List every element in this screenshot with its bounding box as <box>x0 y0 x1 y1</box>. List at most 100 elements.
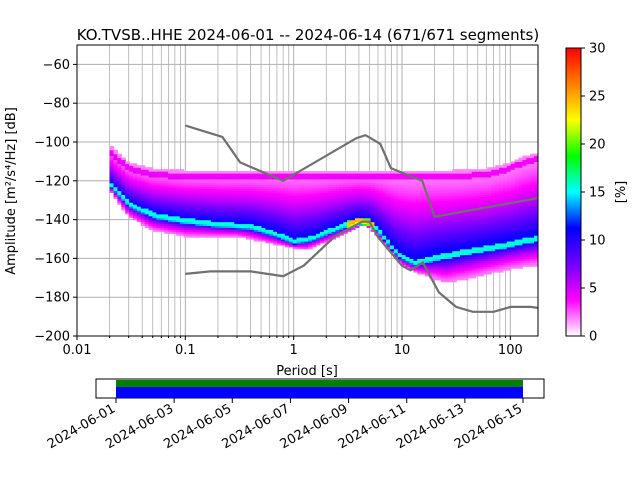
heatmap-cell <box>436 207 442 211</box>
heatmap-cell <box>191 227 196 230</box>
heatmap-cell <box>526 207 531 211</box>
heatmap-cell <box>417 260 422 263</box>
heatmap-cell <box>308 182 313 186</box>
heatmap-cell <box>136 176 142 180</box>
heatmap-cell <box>187 204 192 207</box>
heatmap-cell <box>144 204 150 207</box>
heatmap-cell <box>510 262 516 265</box>
heatmap-cell <box>409 244 414 248</box>
heatmap-cell <box>514 231 520 234</box>
heatmap-cell <box>288 215 294 219</box>
heatmap-cell <box>238 215 243 219</box>
heatmap-cell <box>506 225 512 228</box>
heatmap-cell <box>148 221 154 225</box>
heatmap-cell <box>491 240 496 244</box>
heatmap-cell <box>534 264 538 267</box>
heatmap-cell <box>495 239 500 242</box>
heatmap-cell <box>253 239 259 242</box>
heatmap-cell <box>370 206 376 209</box>
heatmap-cell <box>265 215 270 219</box>
heatmap-cell <box>160 223 165 227</box>
heatmap-cell <box>312 209 317 213</box>
heatmap-cell <box>452 227 457 230</box>
heatmap-cell <box>113 178 119 182</box>
heatmap-cell <box>253 217 259 221</box>
heatmap-cell <box>265 180 270 184</box>
heatmap-cell <box>448 244 453 248</box>
colorbar-tick-label: 15 <box>589 186 606 201</box>
heatmap-cell <box>417 211 422 215</box>
heatmap-cell <box>351 217 356 221</box>
heatmap-cell <box>358 178 364 182</box>
heatmap-cell <box>436 171 442 174</box>
heatmap-cell <box>397 244 403 248</box>
heatmap-cell <box>132 174 138 178</box>
heatmap-cell <box>436 266 442 269</box>
heatmap-cell <box>506 264 512 267</box>
heatmap-cell <box>308 173 313 176</box>
heatmap-cell <box>370 180 376 184</box>
heatmap-cell <box>261 215 266 219</box>
heatmap-cell <box>456 204 461 207</box>
heatmap-cell <box>187 215 192 219</box>
heatmap-cell <box>234 198 239 201</box>
heatmap-cell <box>238 221 243 225</box>
heatmap-cell <box>510 207 516 211</box>
heatmap-cell <box>409 188 414 192</box>
heatmap-cell <box>261 206 266 209</box>
heatmap-cell <box>308 240 313 244</box>
heatmap-cell <box>382 174 387 178</box>
heatmap-cell <box>479 246 485 250</box>
heatmap-cell <box>370 184 376 188</box>
heatmap-cell <box>171 184 177 188</box>
heatmap-cell <box>160 202 165 205</box>
heatmap-cell <box>117 192 122 195</box>
heatmap-cell <box>510 219 516 223</box>
heatmap-cell <box>467 196 473 199</box>
heatmap-cell <box>214 178 220 182</box>
heatmap-cell <box>436 223 442 227</box>
heatmap-cell <box>409 246 414 250</box>
heatmap-cell <box>129 167 134 170</box>
heatmap-cell <box>109 151 115 155</box>
heatmap-cell <box>405 254 411 258</box>
heatmap-cell <box>129 173 134 176</box>
heatmap-cell <box>452 225 457 228</box>
heatmap-cell <box>214 221 220 225</box>
heatmap-cell <box>230 207 235 211</box>
heatmap-cell <box>401 219 407 223</box>
heatmap-cell <box>448 264 453 267</box>
heatmap-cell <box>464 211 469 215</box>
heatmap-cell <box>210 219 216 223</box>
heatmap-cell <box>467 275 473 279</box>
heatmap-cell <box>125 163 130 166</box>
heatmap-cell <box>432 252 438 256</box>
heatmap-cell <box>261 217 266 221</box>
heatmap-cell <box>409 219 414 223</box>
heatmap-cell <box>257 184 263 188</box>
heatmap-cell <box>518 235 524 238</box>
heatmap-cell <box>343 207 348 211</box>
heatmap-cell <box>136 180 142 184</box>
heatmap-cell <box>456 207 461 211</box>
heatmap-cell <box>413 188 418 192</box>
heatmap-cell <box>491 237 496 240</box>
heatmap-cell <box>319 231 325 234</box>
heatmap-cell <box>417 270 422 273</box>
heatmap-cell <box>495 268 500 271</box>
heatmap-cell <box>210 204 216 207</box>
heatmap-cell <box>218 198 224 201</box>
heatmap-cell <box>444 174 450 178</box>
heatmap-cell <box>288 198 294 201</box>
heatmap-cell <box>234 221 239 225</box>
heatmap-cell <box>242 196 247 199</box>
heatmap-cell <box>370 188 376 192</box>
heatmap-cell <box>117 169 122 172</box>
heatmap-cell <box>109 169 115 172</box>
heatmap-cell <box>382 239 387 242</box>
heatmap-cell <box>339 207 344 211</box>
heatmap-cell <box>132 215 138 219</box>
heatmap-cell <box>292 171 298 174</box>
heatmap-cell <box>464 207 469 211</box>
heatmap-cell <box>397 223 403 227</box>
